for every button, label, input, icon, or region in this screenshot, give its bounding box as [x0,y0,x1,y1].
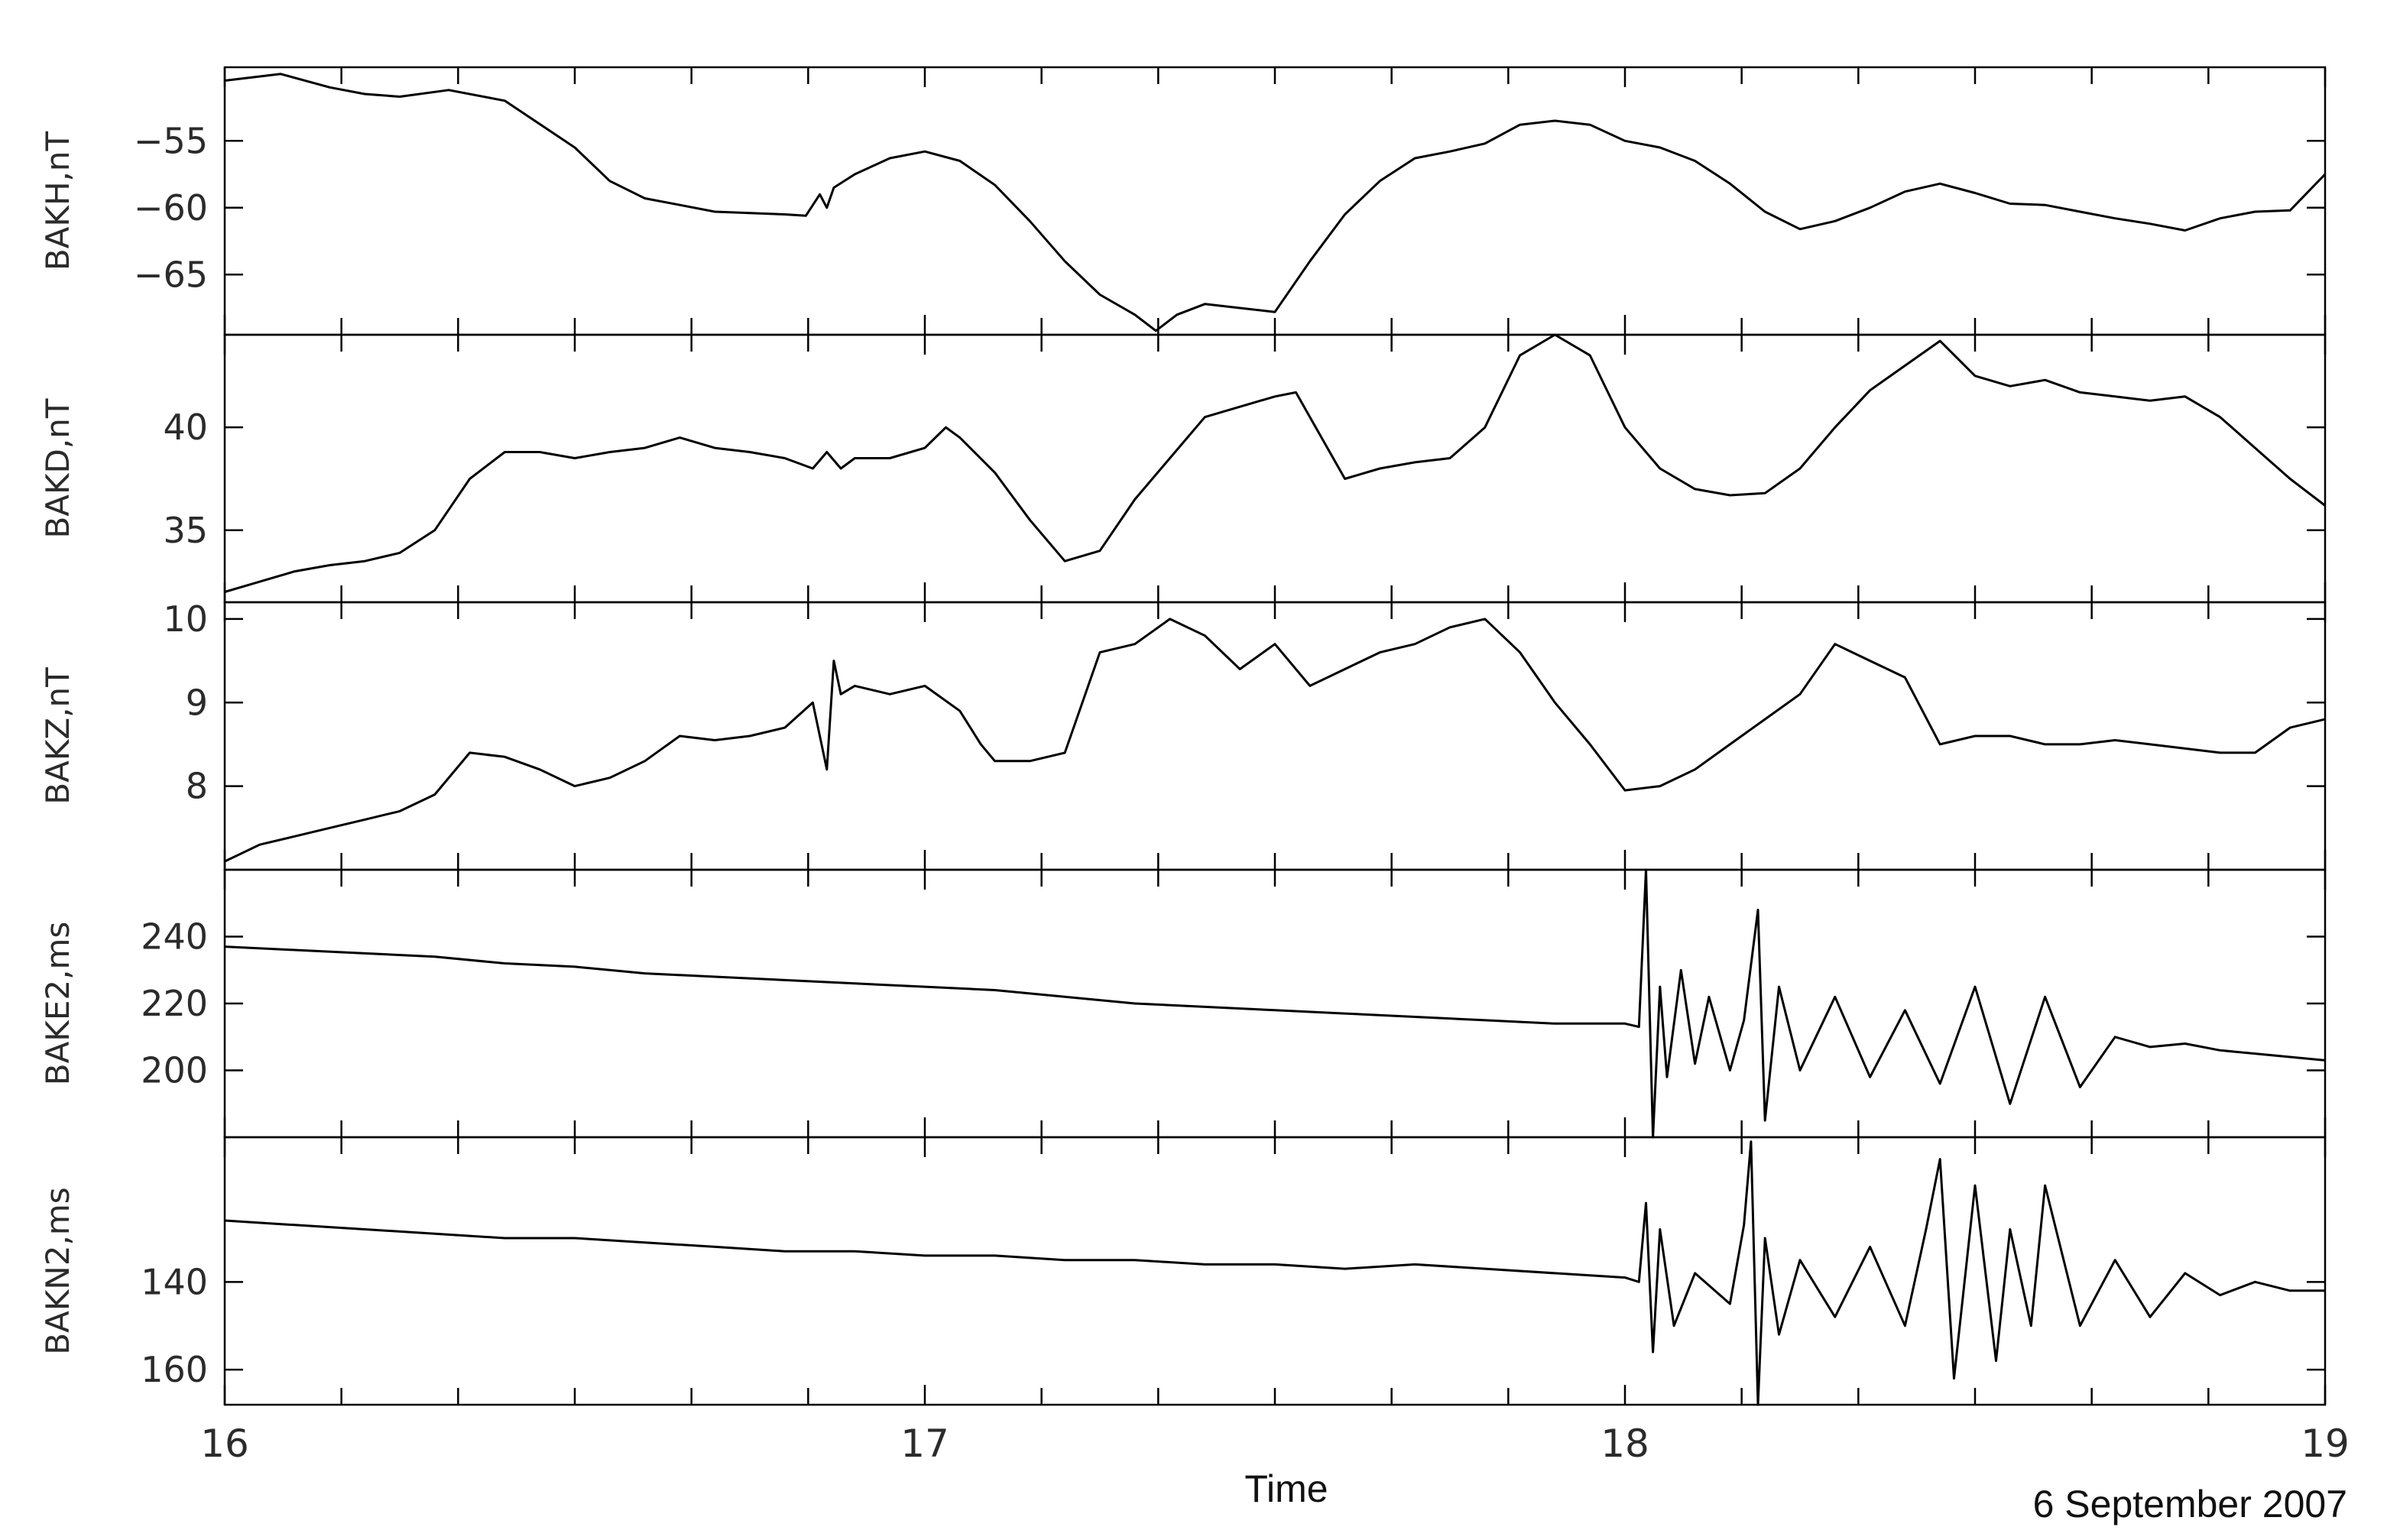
date-label: 6 September 2007 [2033,1483,2347,1525]
y-tick-label: 220 [141,983,208,1024]
series-line [224,1140,2325,1406]
y-tick-label: 200 [141,1050,208,1091]
series-line [224,618,2326,863]
y-tick-label: 240 [141,916,208,958]
y-tick-label: −55 [134,120,208,161]
x-axis-label: Time [1244,1467,1328,1510]
panels-group: −55 −60 −65 BAKH,nT 40 35 BAKD,nT 10 9 8 BAKZ,nT 24… [39,66,2327,1406]
y-tick-label: 160 [141,1349,208,1390]
x-tick-label: 19 [2301,1422,2350,1466]
y-tick-label: −60 [134,187,208,229]
panel-bake2-ms: 240 220 200 BAKE2,ms [39,868,2327,1139]
x-tick-label: 17 [900,1422,949,1466]
series-line [224,868,2326,1139]
y-axis-label: BAKN2,ms [39,1187,76,1354]
x-axis: 16 17 18 19 [200,1422,2350,1466]
y-axis-label: BAKZ,nT [39,667,76,805]
series-line [224,73,2327,332]
y-tick-label: 9 [186,682,208,723]
y-tick-label: −65 [134,254,208,295]
y-tick-label: 40 [163,407,208,448]
series-line [224,333,2326,593]
y-tick-label: 8 [186,766,208,807]
panel-bakn2-ms: 140 160 BAKN2,ms [39,1136,2327,1406]
y-tick-label: 35 [163,510,208,551]
y-axis-label: BAKD,nT [39,398,76,538]
x-tick-label: 16 [200,1422,249,1466]
x-tick-label: 18 [1601,1422,1649,1466]
panel-bakz-nt: 10 9 8 BAKZ,nT [39,598,2327,871]
y-axis-label: BAKE2,ms [39,922,76,1086]
y-tick-label: 140 [141,1261,208,1302]
y-tick-label: 10 [163,598,208,640]
y-axis-label: BAKH,nT [39,131,76,271]
